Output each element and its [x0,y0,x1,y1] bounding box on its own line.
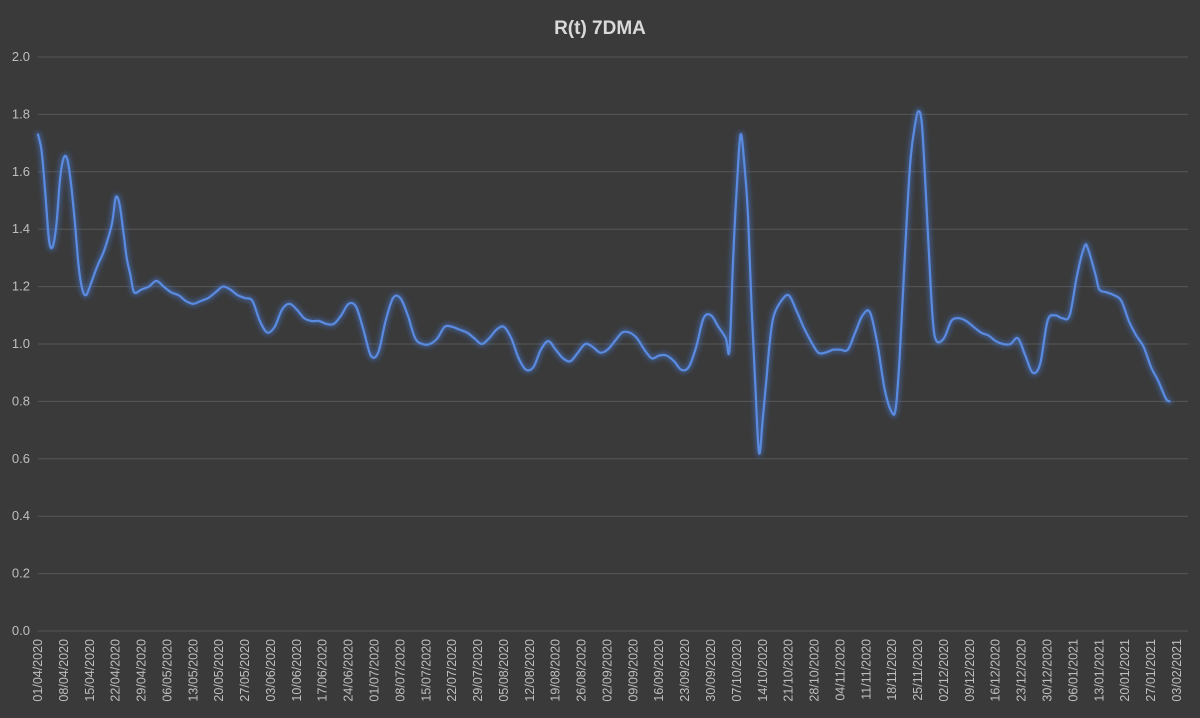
y-tick-label: 1.2 [12,279,30,294]
x-tick-label: 25/11/2020 [911,639,925,701]
x-tick-label: 30/09/2020 [704,639,718,702]
x-tick-label: 21/10/2020 [782,639,796,702]
gridlines [38,56,1188,632]
x-tick-label: 06/01/2021 [1066,639,1080,702]
y-tick-label: 0.4 [12,508,30,523]
x-tick-label: 16/12/2020 [989,639,1003,702]
x-tick-label: 24/06/2020 [342,639,356,702]
y-axis: 0.0 0.2 0.4 0.6 0.8 1.0 1.2 1.4 1.6 1.8 2.0 [12,49,30,638]
x-tick-label: 03/06/2020 [264,639,278,702]
chart-title: R(t) 7DMA [554,18,646,39]
x-tick-label: 09/09/2020 [626,639,640,702]
y-tick-label: 0.6 [12,451,30,466]
x-axis: 01/04/2020 08/04/2020 15/04/2020 22/04/2020… [31,639,1184,702]
x-tick-label: 02/09/2020 [600,639,614,702]
x-tick-label: 20/01/2021 [1118,639,1132,702]
series-line [36,110,1171,455]
y-tick-label: 1.6 [12,164,30,179]
y-tick-label: 0.8 [12,393,30,408]
x-tick-label: 17/06/2020 [316,639,330,702]
x-tick-label: 22/04/2020 [109,639,123,702]
x-tick-label: 02/12/2020 [937,639,951,702]
x-tick-label: 14/10/2020 [756,639,770,702]
series [35,108,1173,457]
series-line-glow [35,108,1173,457]
x-tick-label: 04/11/2020 [833,639,847,701]
x-tick-label: 23/12/2020 [1015,639,1029,702]
x-tick-label: 11/11/2020 [859,639,873,700]
x-tick-label: 08/07/2020 [393,639,407,702]
x-tick-label: 16/09/2020 [652,639,666,702]
x-tick-label: 05/08/2020 [497,639,511,702]
y-tick-label: 1.4 [12,221,30,236]
y-tick-label: 0.0 [12,623,30,638]
y-tick-label: 2.0 [12,49,30,64]
x-tick-label: 12/08/2020 [523,639,537,702]
y-tick-label: 1.8 [12,106,30,121]
x-tick-label: 08/04/2020 [57,639,71,702]
x-tick-label: 29/04/2020 [135,639,149,702]
x-tick-label: 27/05/2020 [238,639,252,702]
x-tick-label: 10/06/2020 [290,639,304,702]
x-tick-label: 06/05/2020 [160,639,174,702]
x-tick-label: 22/07/2020 [445,639,459,702]
x-tick-label: 13/05/2020 [186,639,200,702]
x-tick-label: 28/10/2020 [808,639,822,702]
x-tick-label: 26/08/2020 [575,639,589,702]
x-tick-label: 30/12/2020 [1040,639,1054,702]
x-tick-label: 03/02/2021 [1170,639,1184,702]
x-tick-label: 13/01/2021 [1092,639,1106,702]
x-tick-label: 15/07/2020 [419,639,433,702]
x-tick-label: 15/04/2020 [83,639,97,702]
x-tick-label: 19/08/2020 [549,639,563,702]
x-tick-label: 23/09/2020 [678,639,692,702]
x-tick-label: 09/12/2020 [963,639,977,702]
y-tick-label: 0.2 [12,566,30,581]
y-tick-label: 1.0 [12,336,30,351]
x-tick-label: 29/07/2020 [471,639,485,702]
x-tick-label: 27/01/2021 [1144,639,1158,702]
x-tick-label: 20/05/2020 [212,639,226,702]
x-tick-label: 01/04/2020 [31,639,45,702]
x-tick-label: 07/10/2020 [730,639,744,702]
x-tick-label: 18/11/2020 [885,639,899,701]
x-tick-label: 01/07/2020 [367,639,381,702]
